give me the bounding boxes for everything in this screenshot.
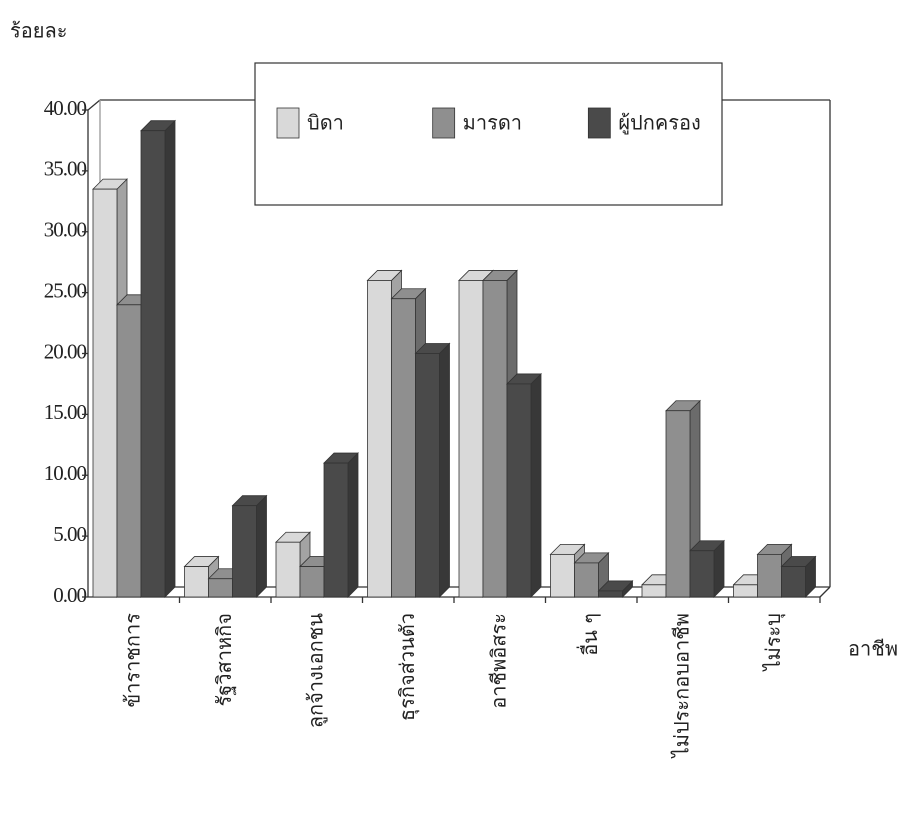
y-tick-label: 25.00 — [44, 278, 87, 302]
x-tick-label: ไม่ประกอบอาชีพ — [669, 613, 693, 759]
legend-label: ผู้ปกครอง — [618, 111, 700, 136]
bar-front — [299, 566, 325, 598]
bar-front — [92, 188, 118, 598]
legend-swatch — [587, 107, 611, 139]
wall-edge — [87, 99, 101, 111]
y-tick-label: 30.00 — [44, 218, 87, 242]
y-tick-label: 0.00 — [53, 583, 86, 607]
floor-edge — [819, 586, 831, 598]
bar-front — [598, 590, 623, 598]
bar — [780, 555, 817, 598]
legend-swatch — [276, 107, 300, 139]
bar — [323, 452, 359, 598]
bar-front — [275, 541, 301, 598]
bar-front — [208, 578, 233, 598]
x-tick-label: อื่น ๆ — [576, 613, 602, 656]
bar-front — [232, 505, 257, 598]
x-tick-label: ธุรกิจส่วนตัว — [395, 613, 420, 721]
x-tick-label: ข้าราชการ — [120, 613, 144, 708]
bar-front — [757, 553, 782, 598]
bar-front — [116, 304, 142, 598]
bar-front — [415, 353, 440, 598]
y-tick-label: 15.00 — [44, 400, 87, 424]
bar — [597, 579, 634, 598]
bar-side — [439, 342, 450, 598]
bar-front — [458, 280, 484, 598]
bar-front — [367, 280, 392, 598]
legend-box — [254, 62, 723, 206]
x-tick-label: รัฐวิสาหกิจ — [212, 613, 236, 706]
bar-front — [140, 130, 166, 598]
y-tick-label: 5.00 — [53, 522, 86, 546]
bar-front — [641, 584, 667, 598]
x-tick-label: ลูกจ้างเอกชน — [303, 613, 328, 729]
bar — [140, 119, 176, 598]
bar — [414, 342, 451, 598]
y-axis-title: ร้อยละ — [10, 19, 67, 43]
legend-label: มารดา — [463, 111, 522, 135]
bar-front — [689, 550, 715, 598]
bar — [231, 494, 268, 598]
legend-swatch — [432, 107, 456, 139]
bar-front — [184, 566, 209, 598]
y-tick-label: 35.00 — [44, 157, 87, 181]
x-axis-title: อาชีพ — [848, 637, 898, 661]
bar-front — [323, 462, 349, 598]
y-tick-label: 40.00 — [44, 96, 87, 120]
y-tick-label: 10.00 — [44, 461, 87, 485]
bar — [689, 539, 725, 598]
bar — [506, 372, 542, 598]
x-tick-label: ไม่ระบุ — [761, 613, 786, 672]
bar-front — [391, 298, 416, 598]
bar-front — [550, 553, 575, 598]
bar-front — [665, 410, 691, 598]
bar-front — [506, 383, 532, 598]
bar-front — [733, 584, 758, 598]
bar-front — [781, 566, 806, 598]
bar-side — [164, 119, 176, 598]
x-tick-label: อาชีพอิสระ — [486, 613, 510, 709]
legend-label: บิดา — [307, 111, 344, 135]
bar-side — [347, 452, 359, 598]
bar-front — [482, 280, 508, 598]
y-tick-label: 20.00 — [44, 339, 87, 363]
bar-side — [256, 494, 267, 598]
bar-front — [574, 562, 599, 598]
bar-side — [530, 372, 542, 598]
